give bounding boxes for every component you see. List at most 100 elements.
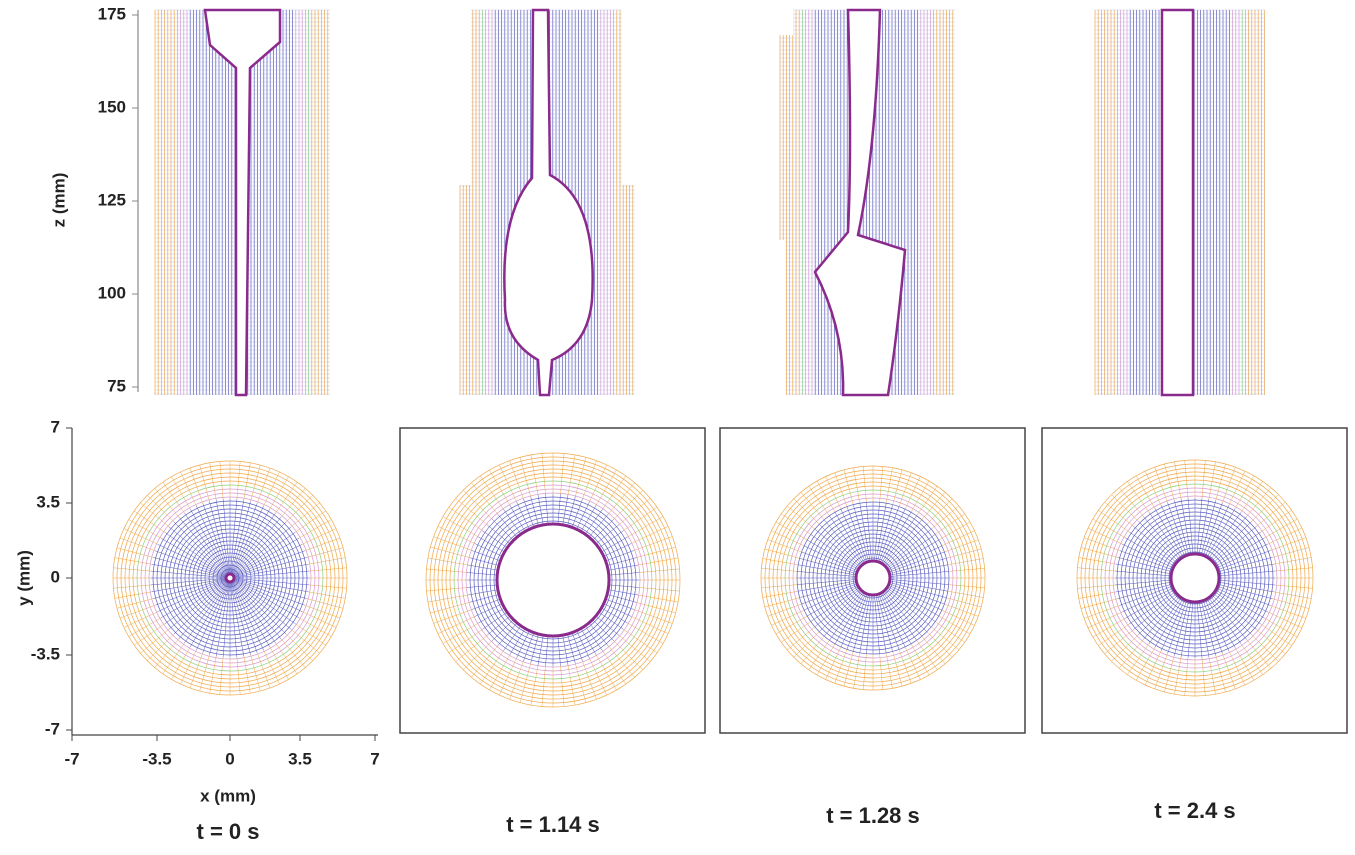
mask (775, 5, 793, 35)
y-tick-label: -7 (45, 719, 60, 738)
mesh-spoke (797, 579, 856, 584)
cross-section (113, 461, 347, 695)
mask (775, 240, 785, 400)
z-axis-label: z (mm) (49, 173, 68, 228)
mesh-spoke (866, 502, 871, 561)
mesh-spoke (787, 627, 814, 650)
time-label: t = 1.14 s (506, 812, 600, 837)
x-tick-label: 0 (225, 749, 234, 768)
section-panel (455, 5, 640, 395)
mesh-spoke (1127, 481, 1149, 512)
mesh-spoke (129, 618, 161, 637)
mesh-spoke (863, 654, 866, 690)
mesh-spoke (765, 598, 800, 607)
mesh-spoke (230, 499, 237, 574)
mesh-spoke (1188, 602, 1193, 658)
mesh-spoke (308, 558, 345, 565)
mesh-spoke (234, 578, 309, 585)
mesh-spoke (492, 620, 513, 641)
mesh-spoke (463, 490, 492, 519)
cavity (1162, 10, 1193, 395)
mesh-spoke (200, 655, 210, 691)
mesh-spoke (1212, 595, 1252, 635)
mesh-spoke (1219, 580, 1275, 585)
mesh-spoke (917, 640, 938, 669)
mesh-spoke (244, 463, 251, 500)
cross-section (720, 428, 1025, 733)
mesh-spoke (223, 582, 230, 657)
mesh-spoke (931, 627, 958, 650)
mesh-spoke (809, 640, 830, 669)
mesh-spoke (577, 502, 590, 530)
mesh-spoke (276, 643, 297, 674)
mesh-spoke (880, 654, 883, 690)
mesh-spoke (115, 592, 152, 599)
mesh-spoke (819, 524, 861, 566)
section-panel (155, 10, 330, 395)
mesh-spoke (844, 470, 853, 505)
mesh-spoke (276, 482, 297, 513)
mesh-spoke (492, 519, 513, 540)
mesh-spoke (781, 622, 810, 643)
mesh-spoke (1241, 481, 1263, 512)
mesh-spoke (776, 616, 807, 634)
mesh-spoke (817, 644, 835, 675)
mesh-spoke (295, 624, 326, 645)
mesh-spoke (475, 604, 503, 617)
mesh-spoke (1138, 521, 1178, 561)
mesh-spoke (885, 524, 927, 566)
figure: z (mm) y (mm) x (mm) t = 0 s t = 1.14 s … (0, 0, 1355, 850)
mesh-spoke (151, 571, 226, 578)
mesh-spoke (854, 653, 860, 688)
mesh-spoke (948, 559, 983, 565)
mesh-spoke (880, 466, 883, 502)
mesh-spoke (947, 549, 982, 558)
mesh-spoke (935, 622, 964, 643)
mesh-spoke (917, 486, 938, 515)
mesh-spoke (1127, 644, 1149, 675)
mesh-spoke (781, 514, 810, 535)
mesh-spoke (922, 492, 945, 519)
mesh-spoke (890, 579, 949, 584)
mesh-spoke (1197, 498, 1202, 554)
x-tick-label: -3.5 (142, 749, 171, 768)
mesh-spoke (593, 620, 614, 641)
mesh-spoke (765, 549, 800, 558)
mesh-spoke (939, 522, 970, 540)
mesh-spoke (890, 571, 949, 576)
mesh-spoke (172, 647, 191, 679)
mesh-spoke (844, 652, 853, 687)
mesh-spoke (134, 511, 165, 532)
mesh-spoke (614, 490, 643, 519)
x-tick-label: 3.5 (288, 749, 312, 768)
mask (455, 5, 471, 185)
z-tick-label: 75 (107, 376, 126, 395)
mesh-spoke (210, 656, 217, 693)
mesh-spoke (922, 636, 945, 663)
z-tick-label: 100 (98, 283, 126, 302)
cavity (815, 10, 905, 395)
mesh-spoke (1188, 498, 1193, 554)
mesh-spoke (163, 643, 184, 674)
mesh-spoke (1261, 510, 1292, 532)
mesh-spoke (863, 466, 866, 502)
mesh-spoke (134, 624, 165, 645)
mask (622, 5, 640, 185)
mesh-spoke (797, 571, 856, 576)
mesh-spoke (299, 520, 331, 539)
mesh-spoke (593, 519, 614, 540)
mesh-spoke (230, 582, 237, 657)
cavity (856, 561, 890, 595)
mesh-spoke (577, 631, 590, 659)
mesh-spoke (1261, 624, 1292, 646)
mesh-spoke (874, 502, 879, 561)
mesh-spoke (475, 544, 503, 557)
mesh-spoke (948, 591, 983, 597)
mesh-spoke (801, 492, 824, 519)
mesh-spoke (270, 647, 289, 679)
mesh-spoke (761, 568, 797, 571)
mesh-spoke (1219, 571, 1275, 576)
mesh-spoke (117, 548, 153, 558)
mesh-spoke (866, 595, 871, 654)
mesh-spoke (1098, 510, 1129, 532)
